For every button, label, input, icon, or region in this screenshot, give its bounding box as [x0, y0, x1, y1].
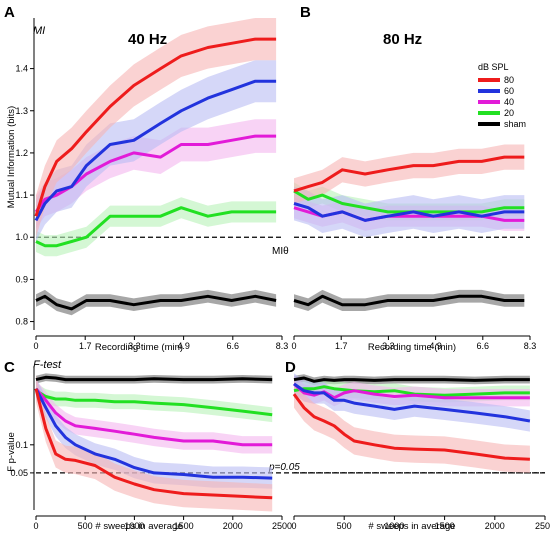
panel-c-xtick-label: 2500: [272, 521, 292, 531]
panel-c-xtick-label: 0: [33, 521, 38, 531]
panel-a-band-60: [36, 60, 277, 242]
panel-a-xtick-label: 1.7: [79, 341, 92, 351]
panel-b-xtick-label: 6.6: [477, 341, 490, 351]
p-threshold-label: p=0.05: [268, 462, 300, 473]
panel-b-band-80: [294, 144, 525, 204]
panel-d-line-sham: [293, 376, 530, 383]
panel-c-line-40: [34, 387, 273, 447]
panel-c-line-sham: [35, 375, 273, 382]
legend-label-60: 60: [504, 86, 514, 96]
panel-c-line-20: [35, 389, 273, 417]
panel-d-xtick-label: 500: [337, 521, 352, 531]
legend-label-40: 40: [504, 97, 514, 107]
plot-layer: 0 1.7 3.3 4.9 6.6 8.3 0.8 0.9 1.0 1.1 1.2 1.3 1.4 0 1.…: [10, 18, 550, 531]
panel-d-line-80: [292, 393, 530, 461]
panel-a-ylabel: Mutual Information (bits): [6, 106, 17, 208]
panel-c: 0 500 1000 1500 2000 2500 0.05 0.1: [10, 366, 545, 531]
panel-c-ylabel: F p-value: [6, 432, 17, 472]
panel-a-ytick-label: 1.3: [15, 106, 28, 116]
panel-c-line-60: [34, 388, 273, 480]
panel-a-line-sham: [35, 294, 277, 311]
panel-a-band-40: [36, 119, 277, 229]
panel-d-xtick-label: 2000: [485, 521, 505, 531]
panel-a-xlabel: Recording time (min): [95, 342, 183, 353]
panel-d-xtick-label: 1000: [384, 521, 404, 531]
panel-a: 0 1.7 3.3 4.9 6.6 8.3 0.8 0.9 1.0 1.1 1.2 1.3 1.4: [15, 18, 288, 351]
panel-c-ytick-label: 0.1: [15, 440, 28, 450]
panel-c-line-80: [34, 388, 273, 500]
panel-a-ytick-label: 1.4: [15, 64, 28, 74]
panel-a-tag: MI: [33, 25, 45, 37]
panel-a-band-20: [36, 197, 277, 257]
panel-b-line-20: [293, 189, 525, 214]
panel-a-line-80: [34, 37, 277, 217]
panel-b-xtick-label: 0: [291, 341, 296, 351]
panel-b-xtick-label: 4.9: [429, 341, 442, 351]
legend-label-80: 80: [504, 75, 514, 85]
panel-b-xtick-label: 3.3: [382, 341, 395, 351]
panel-letter-a: A: [4, 4, 15, 21]
panel-c-xtick-label: 1000: [124, 521, 144, 531]
panel-c-band-40: [36, 380, 273, 454]
panel-c-xtick-label: 2000: [223, 521, 243, 531]
panel-letter-c: C: [4, 359, 15, 376]
panel-a-xtick-label: 4.9: [177, 341, 190, 351]
panel-d-band-60: [294, 373, 530, 432]
panel-b-xtick-label: 1.7: [335, 341, 348, 351]
panel-b-line-sham: [293, 294, 525, 307]
panel-d-xlabel: # sweeps in average: [368, 521, 455, 532]
panel-c-xtick-label: 500: [78, 521, 93, 531]
panel-letter-b: B: [300, 4, 311, 21]
panel-a-ytick-label: 1.2: [15, 148, 28, 158]
panel-b-xtick-label: 8.3: [524, 341, 537, 351]
panel-a-ytick-label: 1.0: [15, 232, 28, 242]
legend-label-20: 20: [504, 108, 514, 118]
panel-a-ytick-label: 0.8: [15, 317, 28, 327]
panel-a-xtick-label: 6.6: [227, 341, 240, 351]
panel-b-xlabel: Recording time (min): [368, 342, 456, 353]
panel-a-xtick-label: 8.3: [276, 341, 289, 351]
panel-a-ytick-label: 0.9: [15, 274, 28, 284]
panel-d-line-40: [292, 382, 530, 400]
panel-c-band-80: [36, 375, 273, 512]
panel-a-line-20: [35, 206, 277, 248]
panel-c-xlabel: # sweeps in average: [95, 521, 182, 532]
panel-c-ytick-label: 0.05: [10, 468, 28, 478]
panel-a-line-60: [34, 79, 277, 222]
panel-b-title: 80 Hz: [383, 31, 422, 48]
panel-a-xtick-label: 0: [33, 341, 38, 351]
panel-a-line-40: [34, 134, 277, 213]
panel-letter-d: D: [285, 359, 296, 376]
panel-d-band-80: [294, 380, 530, 473]
panel-b-line-60: [293, 202, 525, 222]
panel-c-xtick-label: 1500: [174, 521, 194, 531]
panel-d-line-60: [293, 382, 531, 423]
legend-label-sham: sham: [504, 119, 526, 129]
panel-c-tag: F-test: [33, 359, 62, 371]
panel-b-line-80: [293, 155, 525, 193]
panel-d-xtick-label: 0: [291, 521, 296, 531]
mi-threshold-label: MIθ: [272, 246, 289, 257]
panel-d-xtick-label: 2500: [535, 521, 550, 531]
panel-a-ytick-label: 1.1: [15, 190, 28, 200]
panel-d-xtick-label: 1500: [435, 521, 455, 531]
panel-a-title: 40 Hz: [128, 31, 167, 48]
panel-b: 0 1.7 3.3 4.9 6.6 8.3: [291, 144, 537, 351]
panel-d: 0 500 1000 1500 2000 2500: [291, 373, 550, 531]
legend-title: dB SPL: [478, 62, 509, 72]
panel-a-xtick-label: 3.3: [128, 341, 141, 351]
